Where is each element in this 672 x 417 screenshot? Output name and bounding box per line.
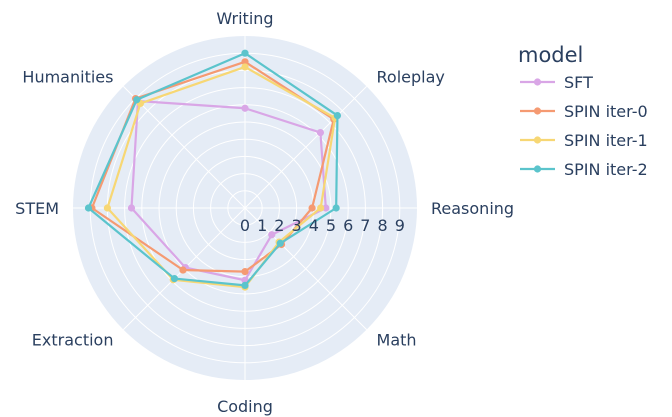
data-point — [322, 204, 330, 212]
legend-marker — [533, 78, 542, 86]
data-point — [179, 266, 187, 274]
legend-title: model — [518, 43, 583, 67]
angular-axis-labels: Writing Roleplay Reasoning Math Coding Extrac… — [15, 9, 514, 416]
data-point — [133, 96, 141, 104]
data-point — [84, 204, 93, 212]
data-point — [268, 231, 276, 239]
grid-spoke — [123, 86, 246, 209]
axis-label-reasoning: Reasoning — [431, 199, 514, 218]
legend-label: SPIN iter-1 — [564, 131, 648, 150]
radial-tick-label: 2 — [274, 216, 284, 235]
radial-tick-label: 4 — [309, 216, 319, 235]
data-point — [276, 239, 284, 247]
data-point — [241, 63, 249, 71]
series-layer — [84, 49, 342, 291]
legend-label: SFT — [564, 73, 593, 92]
legend-marker — [533, 107, 542, 115]
data-point — [103, 204, 111, 212]
legend-marker — [533, 165, 542, 173]
data-point — [316, 128, 325, 137]
radial-tick-label: 9 — [395, 216, 405, 235]
axis-label-stem: STEM — [15, 199, 59, 218]
polar-grid — [73, 36, 417, 380]
data-point — [241, 268, 249, 276]
data-point — [332, 204, 340, 212]
radial-tick-label: 8 — [378, 216, 388, 235]
data-point — [241, 49, 249, 57]
legend-label: SPIN iter-0 — [564, 102, 648, 121]
radial-tick-label: 6 — [343, 216, 353, 235]
axis-label-writing: Writing — [216, 9, 273, 28]
axis-label-roleplay: Roleplay — [377, 67, 445, 86]
radial-tick-label: 0 — [240, 216, 250, 235]
legend-item-spin-iter-0[interactable]: SPIN iter-0 — [520, 102, 648, 121]
data-point — [333, 111, 342, 120]
radial-tick-label: 5 — [326, 216, 336, 235]
legend[interactable]: model SFT SPIN iter-0 SPIN iter-1 SPIN iter… — [518, 43, 648, 179]
legend-label: SPIN iter-2 — [564, 160, 648, 179]
axis-label-math: Math — [377, 331, 417, 350]
data-point — [241, 281, 249, 289]
radial-tick-label: 7 — [360, 216, 370, 235]
legend-marker — [533, 136, 542, 144]
data-point — [308, 204, 316, 212]
legend-item-spin-iter-2[interactable]: SPIN iter-2 — [520, 160, 648, 179]
grid-spoke — [244, 207, 367, 330]
legend-item-sft[interactable]: SFT — [520, 73, 593, 92]
series-spin-iter-2 — [84, 49, 342, 289]
data-point — [241, 58, 249, 66]
legend-item-spin-iter-1[interactable]: SPIN iter-1 — [520, 131, 648, 150]
data-point — [127, 204, 136, 212]
axis-label-humanities: Humanities — [22, 67, 113, 86]
radial-tick-label: 3 — [292, 216, 302, 235]
grid-spoke — [244, 86, 367, 209]
series-sft — [127, 97, 330, 284]
data-point — [317, 204, 325, 212]
axis-label-coding: Coding — [217, 397, 273, 416]
data-point — [241, 104, 249, 112]
radial-tick-label: 1 — [257, 216, 267, 235]
data-point — [170, 274, 179, 283]
axis-label-extraction: Extraction — [32, 331, 114, 350]
